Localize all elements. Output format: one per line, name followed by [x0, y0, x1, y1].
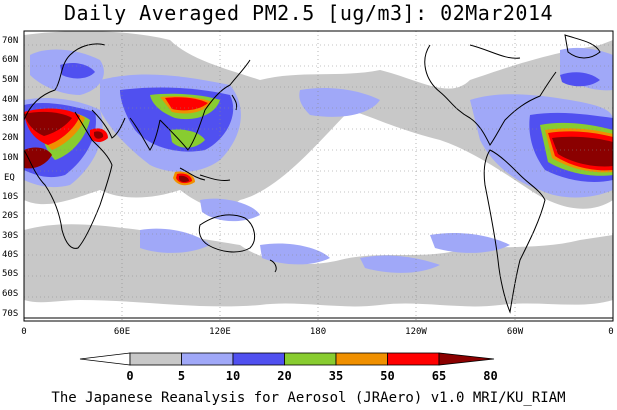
- colorbar-labels: 0 5 10 20 35 50 65 80: [126, 369, 497, 383]
- lon-label: 0: [608, 327, 613, 337]
- lon-label: 60E: [114, 327, 130, 337]
- colorbar-segment: [181, 352, 234, 366]
- lat-label: EQ: [4, 173, 15, 183]
- pm25-contour-80plus: [24, 111, 613, 183]
- colorbar-tick-label: 80: [483, 369, 497, 383]
- lat-label: 70N: [2, 36, 18, 46]
- colorbar-segment: [387, 352, 440, 366]
- latitude-labels: 70N 60N 50N 40N 30N 20N 10N EQ 10S 20S 3…: [2, 36, 18, 319]
- colorbar-segment: [335, 352, 388, 366]
- map-frame: [23, 30, 614, 322]
- lat-label: 60N: [2, 55, 18, 65]
- colorbar-segment: [129, 352, 182, 366]
- colorbar-tick-label: 35: [329, 369, 343, 383]
- lat-label: 30S: [2, 231, 18, 241]
- lat-label: 10N: [2, 153, 18, 163]
- lat-lon-grid: [24, 31, 613, 321]
- lon-label: 0: [21, 327, 26, 337]
- lon-label: 120E: [209, 327, 231, 337]
- lat-label: 40S: [2, 250, 18, 260]
- coastlines: [24, 34, 613, 319]
- lat-label: 70S: [2, 309, 18, 319]
- map-area: [23, 30, 614, 322]
- colorbar: [79, 352, 495, 366]
- footer-credit: The Japanese Reanalysis for Aerosol (JRA…: [51, 390, 566, 406]
- colorbar-tick-label: 10: [226, 369, 240, 383]
- lat-label: 60S: [2, 289, 18, 299]
- colorbar-tick-label: 20: [277, 369, 291, 383]
- lon-label: 180: [310, 327, 326, 337]
- lon-label: 120W: [405, 327, 427, 337]
- colorbar-segment: [438, 352, 495, 366]
- lat-label: 40N: [2, 95, 18, 105]
- lat-label: 10S: [2, 192, 18, 202]
- lat-label: 50S: [2, 269, 18, 279]
- colorbar-segment: [79, 352, 131, 366]
- colorbar-tick-label: 50: [380, 369, 394, 383]
- lat-label: 20N: [2, 133, 18, 143]
- colorbar-segment: [284, 352, 337, 366]
- map-title: Daily Averaged PM2.5 [ug/m3]: 02Mar2014: [63, 1, 554, 25]
- lat-label: 30N: [2, 114, 18, 124]
- lat-label: 20S: [2, 211, 18, 221]
- pm25-field: [24, 31, 613, 321]
- lat-label: 50N: [2, 75, 18, 85]
- longitude-labels: 0 60E 120E 180 120W 60W 0: [21, 327, 613, 337]
- colorbar-segment: [232, 352, 285, 366]
- colorbar-tick-label: 0: [126, 369, 133, 383]
- colorbar-tick-label: 65: [432, 369, 446, 383]
- lon-label: 60W: [507, 327, 524, 337]
- colorbar-tick-label: 5: [178, 369, 185, 383]
